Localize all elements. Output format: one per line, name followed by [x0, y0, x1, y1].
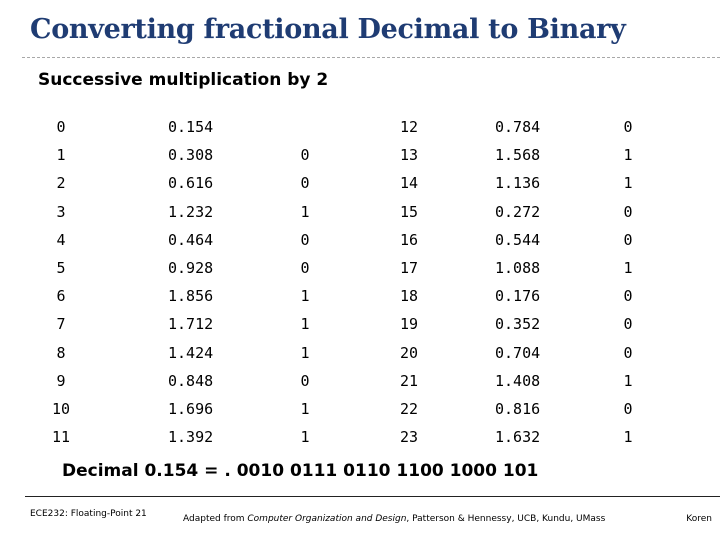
product-value: 1.136	[495, 174, 541, 193]
step-index: 9	[56, 371, 66, 390]
binary-digit: 1	[623, 258, 633, 277]
product-value: 0.704	[495, 343, 541, 362]
binary-digit: 1	[623, 371, 633, 390]
binary-digit: 1	[623, 174, 633, 193]
binary-digit: 0	[623, 118, 633, 136]
slide-subtitle: Successive multiplication by 2	[38, 70, 329, 90]
step-index: 7	[56, 315, 66, 334]
step-index: 12	[399, 118, 419, 136]
product-value: 1.632	[495, 428, 541, 447]
product-value: 0.784	[495, 118, 541, 136]
binary-digit: 1	[300, 399, 310, 418]
product-value: 0.464	[168, 230, 214, 249]
step-index: 8	[56, 343, 66, 362]
product-value: 1.232	[168, 202, 214, 221]
product-value: 0.848	[168, 371, 214, 390]
step-index: 22	[399, 399, 419, 418]
binary-digit: 0	[300, 371, 310, 390]
footer-attribution-book: Computer Organization and Design	[247, 514, 407, 524]
product-value: 0.308	[168, 146, 214, 165]
binary-digit: 1	[300, 202, 310, 221]
step-index: 2	[56, 174, 66, 193]
step-index: 0	[56, 118, 66, 136]
step-index: 13	[399, 146, 419, 165]
binary-digit: 1	[623, 146, 633, 165]
footer-attribution-prefix: Adapted from	[183, 514, 248, 524]
step-index: 1	[56, 146, 66, 165]
binary-digit: 0	[623, 287, 633, 306]
footer-attribution: Adapted from Computer Organization and D…	[183, 514, 605, 524]
step-index: 15	[399, 202, 419, 221]
footer-author: Koren	[686, 514, 712, 524]
binary-digit: 1	[300, 343, 310, 362]
footer-course-label: ECE232: Floating-Point 21	[30, 509, 147, 519]
step-index: 21	[399, 371, 419, 390]
step-index: 5	[56, 258, 66, 277]
product-value: 1.712	[168, 315, 214, 334]
product-value: 1.408	[495, 371, 541, 390]
footer-attribution-suffix: , Patterson & Hennessy, UCB, Kundu, UMas…	[406, 514, 606, 524]
product-value: 0.816	[495, 399, 541, 418]
step-index: 23	[399, 428, 419, 447]
binary-digit: 1	[300, 287, 310, 306]
binary-digit: 0	[623, 202, 633, 221]
step-index: 10	[51, 399, 71, 418]
title-divider	[22, 57, 720, 58]
product-value: 0.272	[495, 202, 541, 221]
binary-digit: 0	[300, 174, 310, 193]
result-statement: Decimal 0.154 = . 0010 0111 0110 1100 10…	[62, 461, 539, 481]
step-index: 11	[51, 428, 71, 447]
product-value: 0.616	[168, 174, 214, 193]
product-value: 0.154	[168, 118, 214, 136]
product-value: 0.928	[168, 258, 214, 277]
slide-title: Converting fractional Decimal to Binary	[30, 14, 626, 45]
step-index: 19	[399, 315, 419, 334]
binary-digit: 0	[623, 343, 633, 362]
product-value: 0.352	[495, 315, 541, 334]
step-index: 14	[399, 174, 419, 193]
product-value: 0.544	[495, 230, 541, 249]
step-index: 20	[399, 343, 419, 362]
step-index: 17	[399, 258, 419, 277]
binary-digit: 0	[623, 230, 633, 249]
product-value: 0.176	[495, 287, 541, 306]
binary-digit: 1	[300, 428, 310, 447]
step-index: 16	[399, 230, 419, 249]
product-value: 1.856	[168, 287, 214, 306]
step-index: 3	[56, 202, 66, 221]
step-index: 4	[56, 230, 66, 249]
product-value: 1.696	[168, 399, 214, 418]
binary-digit: 1	[623, 428, 633, 447]
product-value: 1.392	[168, 428, 214, 447]
step-index: 18	[399, 287, 419, 306]
binary-digit: 0	[300, 258, 310, 277]
binary-digit: 0	[300, 230, 310, 249]
product-value: 1.568	[495, 146, 541, 165]
binary-digit: 1	[300, 315, 310, 334]
product-value: 1.088	[495, 258, 541, 277]
product-value: 1.424	[168, 343, 214, 362]
binary-digit: 0	[300, 146, 310, 165]
binary-digit: 0	[623, 399, 633, 418]
footer-divider	[25, 496, 720, 497]
binary-digit: 0	[623, 315, 633, 334]
step-index: 6	[56, 287, 66, 306]
